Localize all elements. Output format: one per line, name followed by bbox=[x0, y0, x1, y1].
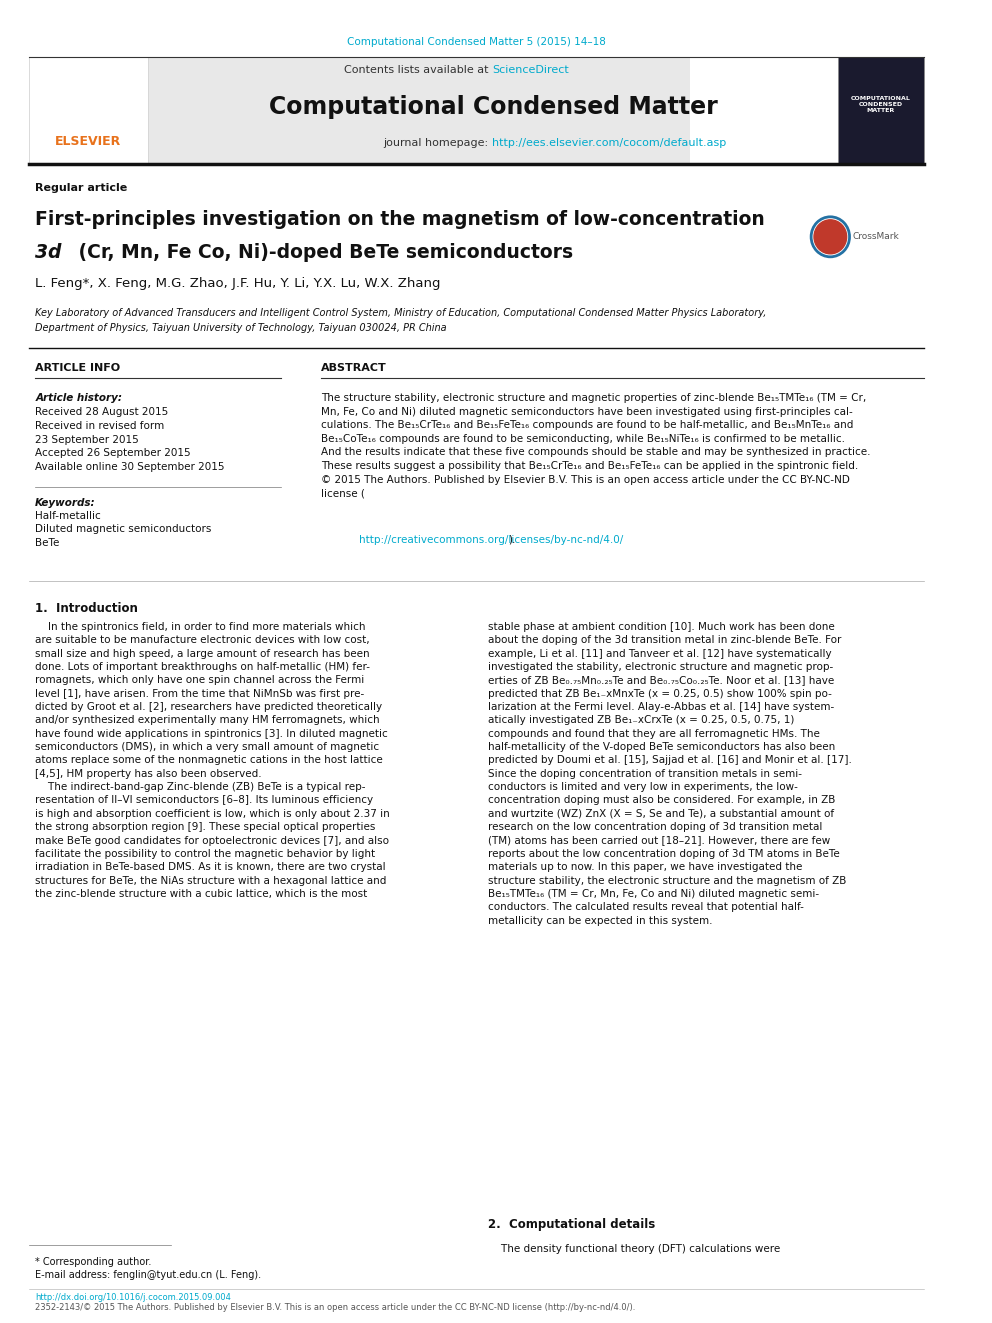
Text: ).: ). bbox=[509, 534, 516, 545]
Text: 2.  Computational details: 2. Computational details bbox=[487, 1218, 655, 1232]
Bar bbox=[29, 57, 148, 163]
Text: Contents lists available at: Contents lists available at bbox=[344, 65, 492, 75]
Text: ABSTRACT: ABSTRACT bbox=[320, 363, 387, 373]
Text: journal homepage:: journal homepage: bbox=[384, 138, 492, 148]
Text: The structure stability, electronic structure and magnetic properties of zinc-bl: The structure stability, electronic stru… bbox=[320, 393, 870, 499]
Text: 23 September 2015: 23 September 2015 bbox=[36, 435, 139, 445]
Text: * Corresponding author.: * Corresponding author. bbox=[36, 1257, 152, 1267]
Bar bbox=[148, 57, 690, 163]
Bar bbox=[838, 57, 924, 163]
Text: http://ees.elsevier.com/cocom/default.asp: http://ees.elsevier.com/cocom/default.as… bbox=[492, 138, 726, 148]
Text: Keywords:: Keywords: bbox=[36, 497, 96, 508]
Text: Half-metallic: Half-metallic bbox=[36, 511, 101, 521]
Text: The density functional theory (DFT) calculations were: The density functional theory (DFT) calc… bbox=[487, 1244, 780, 1254]
Text: ELSEVIER: ELSEVIER bbox=[55, 135, 121, 148]
Circle shape bbox=[814, 220, 846, 254]
Text: COMPUTATIONAL
CONDENSED
MATTER: COMPUTATIONAL CONDENSED MATTER bbox=[851, 95, 911, 114]
Text: ARTICLE INFO: ARTICLE INFO bbox=[36, 363, 120, 373]
Text: First-principles investigation on the magnetism of low-concentration: First-principles investigation on the ma… bbox=[36, 210, 765, 229]
Text: stable phase at ambient condition [10]. Much work has been done
about the doping: stable phase at ambient condition [10]. … bbox=[487, 622, 851, 926]
Text: L. Feng*, X. Feng, M.G. Zhao, J.F. Hu, Y. Li, Y.X. Lu, W.X. Zhang: L. Feng*, X. Feng, M.G. Zhao, J.F. Hu, Y… bbox=[36, 277, 440, 290]
Text: ScienceDirect: ScienceDirect bbox=[492, 65, 569, 75]
Text: 2352-2143/© 2015 The Authors. Published by Elsevier B.V. This is an open access : 2352-2143/© 2015 The Authors. Published … bbox=[36, 1303, 636, 1312]
Text: Received 28 August 2015: Received 28 August 2015 bbox=[36, 407, 169, 417]
Text: Diluted magnetic semiconductors: Diluted magnetic semiconductors bbox=[36, 524, 211, 534]
Text: Accepted 26 September 2015: Accepted 26 September 2015 bbox=[36, 448, 190, 459]
Text: In the spintronics field, in order to find more materials which
are suitable to : In the spintronics field, in order to fi… bbox=[36, 622, 390, 900]
Text: E-mail address: fenglin@tyut.edu.cn (L. Feng).: E-mail address: fenglin@tyut.edu.cn (L. … bbox=[36, 1270, 261, 1281]
Text: Regular article: Regular article bbox=[36, 183, 128, 193]
Text: CrossMark: CrossMark bbox=[852, 233, 899, 241]
Text: Article history:: Article history: bbox=[36, 393, 122, 404]
Text: 1.  Introduction: 1. Introduction bbox=[36, 602, 138, 615]
Text: Available online 30 September 2015: Available online 30 September 2015 bbox=[36, 463, 225, 472]
Text: BeTe: BeTe bbox=[36, 537, 60, 548]
Text: (Cr, Mn, Fe Co, Ni)-doped BeTe semiconductors: (Cr, Mn, Fe Co, Ni)-doped BeTe semicondu… bbox=[72, 243, 573, 262]
Text: http://creativecommons.org/licenses/by-nc-nd/4.0/: http://creativecommons.org/licenses/by-n… bbox=[359, 534, 623, 545]
Text: Key Laboratory of Advanced Transducers and Intelligent Control System, Ministry : Key Laboratory of Advanced Transducers a… bbox=[36, 308, 767, 319]
Text: Computational Condensed Matter 5 (2015) 14–18: Computational Condensed Matter 5 (2015) … bbox=[346, 37, 605, 48]
Text: Computational Condensed Matter: Computational Condensed Matter bbox=[269, 95, 717, 119]
Text: Department of Physics, Taiyuan University of Technology, Taiyuan 030024, PR Chin: Department of Physics, Taiyuan Universit… bbox=[36, 323, 446, 333]
Text: http://dx.doi.org/10.1016/j.cocom.2015.09.004: http://dx.doi.org/10.1016/j.cocom.2015.0… bbox=[36, 1293, 231, 1302]
Text: Received in revised form: Received in revised form bbox=[36, 421, 165, 431]
Text: 3d: 3d bbox=[36, 243, 62, 262]
